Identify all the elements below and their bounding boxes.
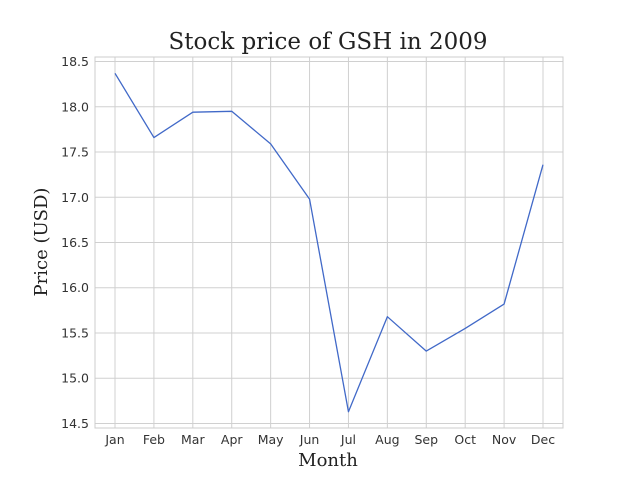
x-tick-label: Mar: [181, 432, 205, 447]
plot-frame: [94, 56, 564, 429]
x-tick-label: Dec: [531, 432, 555, 447]
x-tick-label: Aug: [375, 432, 399, 447]
y-axis-label: Price (USD): [31, 188, 52, 297]
x-tick-label: Apr: [221, 432, 243, 447]
x-tick-label: May: [258, 432, 284, 447]
x-tick-label: Jun: [299, 432, 320, 447]
x-tick-label: Feb: [143, 432, 165, 447]
y-tick-label: 17.0: [61, 190, 89, 205]
x-tick-label: Sep: [414, 432, 438, 447]
y-tick-label: 15.0: [61, 371, 89, 386]
y-tick-label: 18.5: [61, 54, 89, 69]
x-tick-label: Jul: [340, 432, 356, 447]
x-tick-label: Nov: [492, 432, 517, 447]
grid: [95, 57, 563, 428]
y-tick-label: 14.5: [61, 416, 89, 431]
y-tick-labels: 14.5 15.0 15.5 16.0 16.5 17.0 17.5 18.0 18.5: [61, 54, 89, 431]
y-tick-label: 16.0: [61, 280, 89, 295]
y-tick-label: 17.5: [61, 145, 89, 160]
series-group: [114, 72, 544, 413]
x-tick-labels: Jan Feb Mar Apr May Jun Jul Aug Sep Oct Nov Dec: [104, 432, 555, 447]
y-tick-label: 15.5: [61, 325, 89, 340]
x-tick-label: Jan: [104, 432, 124, 447]
series-line: [114, 72, 544, 413]
x-axis-label: Month: [298, 450, 358, 471]
y-tick-label: 18.0: [61, 99, 89, 114]
x-tick-label: Oct: [454, 432, 476, 447]
y-tick-label: 16.5: [61, 235, 89, 250]
chart-title: Stock price of GSH in 2009: [168, 29, 487, 55]
